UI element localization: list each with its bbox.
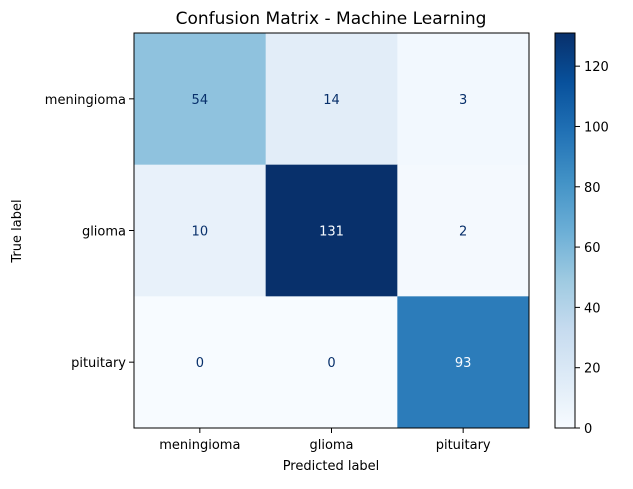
- colorbar-tick-label: 60: [584, 241, 601, 256]
- heatmap-cell: [134, 296, 267, 429]
- x-tick-label: pituitary: [436, 438, 491, 453]
- colorbar-tick-label: 100: [584, 120, 609, 135]
- y-tick-label: meningioma: [45, 93, 126, 108]
- y-axis-label: True label: [10, 199, 25, 263]
- cell-value-label: 0: [327, 356, 335, 371]
- heatmap-cell: [397, 33, 530, 166]
- heatmap-cell: [397, 164, 530, 297]
- cell-value-label: 93: [455, 356, 472, 371]
- colorbar: [554, 32, 576, 429]
- colorbar-tick-label: 80: [584, 181, 601, 196]
- cell-value-label: 10: [192, 225, 209, 240]
- y-axis-ticks: meningioma glioma pituitary: [45, 93, 134, 371]
- colorbar-ticks: 0 20 40 60 80 100 120: [575, 60, 609, 437]
- heatmap-cell: [265, 33, 398, 166]
- heatmap-cell: [134, 33, 267, 166]
- heatmap-cell: [265, 164, 398, 297]
- cell-value-label: 2: [459, 225, 467, 240]
- cell-value-label: 131: [319, 225, 344, 240]
- cell-value-label: 3: [459, 93, 467, 108]
- y-tick-label: pituitary: [71, 356, 126, 371]
- heatmap-cell: [134, 164, 267, 297]
- heatmap-cells: [134, 33, 530, 429]
- cell-value-label: 14: [323, 93, 340, 108]
- y-tick-label: glioma: [82, 225, 126, 240]
- x-axis-ticks: meningioma glioma pituitary: [159, 428, 491, 453]
- heatmap-cell: [397, 296, 530, 429]
- cell-value-label: 0: [196, 356, 204, 371]
- colorbar-tick-label: 20: [584, 362, 601, 377]
- colorbar-tick-label: 40: [584, 301, 601, 316]
- colorbar-tick-label: 0: [584, 422, 592, 437]
- heatmap-cell: [265, 296, 398, 429]
- x-tick-label: meningioma: [159, 438, 240, 453]
- colorbar-tick-label: 120: [584, 60, 609, 75]
- x-axis-label: Predicted label: [283, 459, 380, 474]
- chart-title: Confusion Matrix - Machine Learning: [176, 9, 487, 29]
- x-tick-label: glioma: [309, 438, 353, 453]
- cell-value-labels: 54 14 3 10 131 2 0 0 93: [192, 93, 472, 371]
- cell-value-label: 54: [192, 93, 209, 108]
